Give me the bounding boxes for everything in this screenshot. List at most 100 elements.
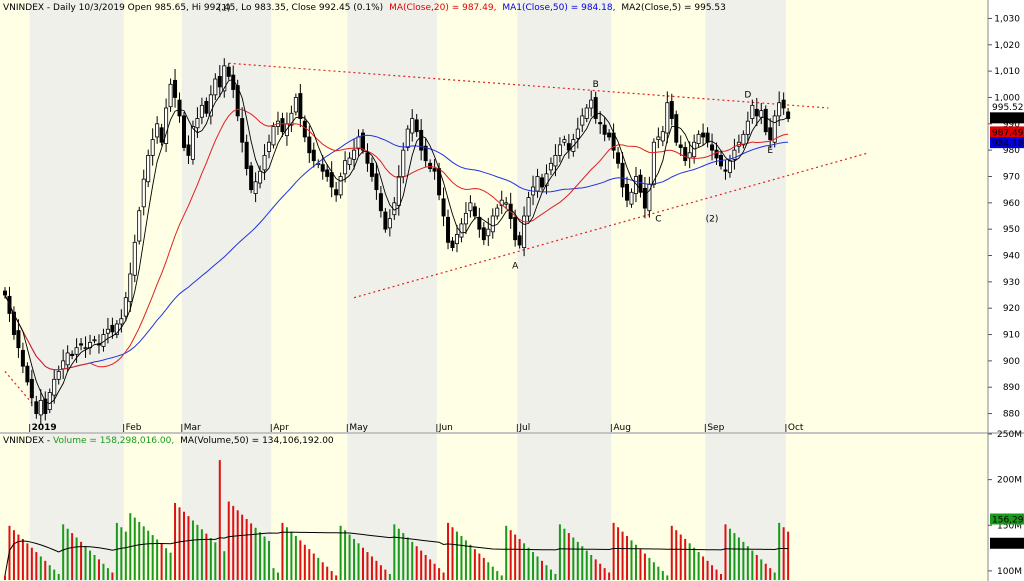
volume-bar	[603, 568, 606, 580]
month-label: 2019	[32, 423, 57, 433]
volume-bar	[496, 571, 499, 580]
volume-bar	[183, 511, 185, 580]
volume-bar	[326, 566, 329, 580]
month-band-volume	[347, 434, 437, 581]
wave-label: D	[744, 90, 751, 100]
candle-body	[486, 228, 491, 237]
candle-body	[607, 132, 612, 138]
volume-bar	[648, 557, 651, 580]
candle-body	[347, 157, 352, 166]
candle-body	[468, 202, 473, 212]
ma50-value-tag: 984.182	[992, 139, 1024, 149]
candle-body	[258, 170, 263, 184]
candle-body	[540, 177, 545, 188]
volume-bar	[460, 536, 463, 580]
price-tick-label: 1,010	[994, 67, 1020, 77]
volume-bar	[84, 546, 87, 580]
ma20-line	[4, 108, 789, 371]
volume-bar	[12, 530, 15, 580]
month-label: Aug	[613, 423, 631, 433]
candle-body	[781, 99, 786, 109]
candle-body	[432, 168, 437, 172]
volume-bar	[17, 534, 20, 580]
volume-bar	[124, 531, 127, 580]
volume-bar	[209, 538, 212, 580]
volume-bar	[169, 552, 172, 580]
candle-body	[173, 79, 178, 98]
candle-body	[208, 94, 213, 117]
candle-body	[92, 339, 97, 342]
candle-body	[710, 144, 715, 151]
candle-body	[548, 162, 553, 171]
price-header: VNINDEX - Daily 10/3/2019 Open 985.65, H…	[3, 3, 726, 13]
candle-body	[472, 206, 477, 217]
volume-bar	[764, 563, 767, 580]
volume-bar	[276, 572, 279, 580]
volume-header-symbol: VNINDEX -	[3, 436, 53, 446]
candle-body	[123, 297, 128, 317]
month-label: May	[349, 423, 368, 433]
candle-body	[428, 162, 433, 169]
candle-body	[132, 241, 137, 276]
ma20-value-tag: 987.493	[992, 128, 1024, 138]
volume-bar	[156, 539, 159, 580]
volume-bar	[630, 540, 633, 580]
volume-bar	[554, 573, 557, 580]
candle-body	[674, 114, 679, 143]
volume-bar	[782, 527, 785, 580]
volume-bar	[657, 566, 660, 580]
volume-header-ma: MA(Volume,50) = 134,106,192.00	[180, 436, 334, 446]
candle-body	[293, 97, 298, 113]
candle-body	[204, 101, 209, 114]
candle-body	[190, 126, 195, 160]
candle-body	[177, 99, 182, 117]
volume-bar	[379, 565, 382, 580]
volume-bar	[187, 516, 190, 580]
candle-body	[244, 141, 249, 169]
volume-bar	[509, 530, 512, 580]
candle-body	[477, 216, 482, 230]
candle-body	[410, 118, 415, 134]
volume-bar	[424, 554, 427, 580]
volume-bar	[205, 533, 208, 580]
candle-body	[267, 141, 272, 152]
volume-bar	[406, 537, 409, 580]
ma20-value-tag-bg	[990, 126, 1024, 138]
candle-body	[723, 169, 728, 172]
candle-body	[557, 144, 562, 156]
candle-body	[141, 178, 146, 208]
candle-body	[20, 349, 25, 367]
candle-body	[678, 144, 683, 148]
candle-body	[593, 97, 598, 119]
volume-bar	[370, 556, 373, 580]
volume-bar	[254, 527, 257, 580]
volume-bar	[482, 557, 485, 580]
candle-body	[419, 129, 424, 151]
candle-body	[450, 240, 455, 249]
price-tick-label: 990	[1003, 120, 1020, 130]
candle-body	[696, 133, 701, 144]
volume-bar	[335, 575, 338, 580]
volume-bar	[549, 569, 552, 580]
candle-body	[575, 128, 580, 139]
candle-body	[338, 176, 343, 196]
volume-ma-value-tag: 134,106	[992, 540, 1024, 550]
volume-bar	[451, 527, 454, 580]
volume-bar	[111, 572, 114, 580]
volume-bar	[702, 556, 705, 580]
volume-bar	[393, 524, 396, 580]
volume-bar	[514, 534, 517, 580]
candle-body	[763, 108, 768, 133]
candle-body	[584, 107, 589, 119]
candle-body	[25, 365, 30, 383]
volume-bar	[670, 525, 673, 580]
volume-bar	[200, 529, 203, 580]
candle-body	[754, 108, 759, 117]
candle-body	[164, 107, 169, 144]
price-tick-label: 930	[1003, 278, 1020, 288]
wave-label: (1)	[218, 4, 231, 14]
volume-bar	[299, 540, 302, 580]
volume-bar	[742, 541, 745, 580]
price-tick-label: 910	[1003, 331, 1020, 341]
ma5-value-tag: 995.526	[992, 103, 1024, 113]
